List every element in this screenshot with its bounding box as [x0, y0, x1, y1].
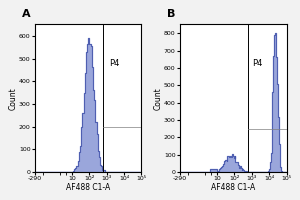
Text: P4: P4 [110, 59, 120, 68]
X-axis label: AF488 C1-A: AF488 C1-A [66, 183, 110, 192]
Text: A: A [22, 9, 30, 19]
Y-axis label: Count: Count [154, 87, 163, 110]
Text: B: B [167, 9, 175, 19]
Text: P4: P4 [252, 59, 263, 68]
Y-axis label: Count: Count [8, 87, 17, 110]
X-axis label: AF488 C1-A: AF488 C1-A [211, 183, 255, 192]
